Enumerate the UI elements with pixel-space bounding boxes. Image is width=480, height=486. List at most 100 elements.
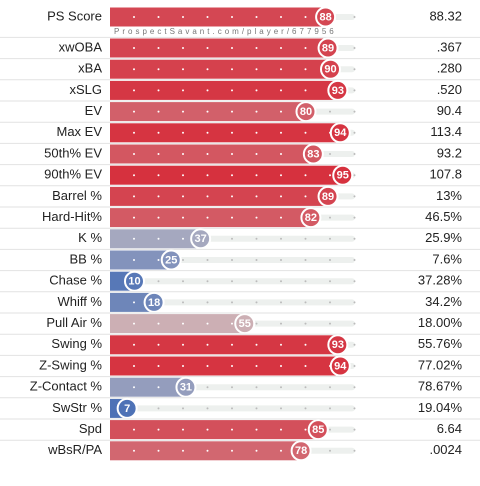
dot (182, 301, 184, 304)
dot (206, 407, 209, 410)
percentile-label: 93 (332, 339, 344, 351)
row-label: BB % (69, 251, 102, 266)
dot (231, 322, 233, 325)
dot (133, 89, 135, 92)
dot (255, 110, 258, 113)
bar (110, 59, 331, 79)
dot (206, 428, 209, 431)
percentile-badge (317, 185, 339, 207)
dot (329, 259, 331, 261)
dot (231, 110, 233, 113)
dot (304, 131, 307, 134)
row-label: Hard-Hit% (42, 209, 102, 224)
dot (353, 301, 356, 304)
dot (182, 89, 184, 92)
percentile-label: 10 (128, 276, 140, 288)
percentile-label: 80 (300, 106, 312, 118)
dot (182, 110, 184, 113)
bar (110, 292, 155, 312)
dot (329, 280, 331, 283)
stat-value: 46.5% (425, 209, 462, 224)
percentile-badge (317, 37, 339, 59)
stat-value: 25.9% (425, 230, 462, 245)
stat-value: 13% (436, 188, 462, 203)
dot (353, 216, 356, 219)
bar (110, 7, 326, 27)
dot (133, 365, 135, 367)
dot (231, 131, 233, 134)
dot (255, 237, 258, 240)
dot (231, 428, 233, 431)
dot (157, 195, 160, 198)
dot (231, 174, 233, 177)
percentile-label: 88 (319, 11, 331, 23)
dot (280, 343, 282, 346)
dot (255, 259, 258, 261)
dot (353, 386, 356, 389)
dot (353, 280, 356, 283)
stat-value: 6.64 (437, 421, 462, 436)
dot (329, 237, 331, 240)
dot (280, 68, 282, 71)
dot (353, 131, 356, 134)
percentile-badge (160, 249, 182, 271)
row-label: PS Score (47, 8, 102, 23)
dot (329, 428, 331, 431)
dot (133, 237, 135, 240)
dot (255, 68, 258, 71)
dot (255, 47, 258, 49)
stat-value: 37.28% (418, 273, 463, 288)
dot (231, 301, 233, 304)
dot (280, 16, 282, 18)
dot (182, 449, 184, 452)
dot (280, 449, 282, 452)
dot (255, 428, 258, 431)
dot (231, 89, 233, 92)
dot (182, 259, 184, 261)
stat-value: 55.76% (418, 336, 463, 351)
dot (255, 216, 258, 219)
dot (231, 47, 233, 49)
dot (231, 195, 233, 198)
percentile-badge (300, 207, 322, 229)
dot (206, 110, 209, 113)
dot (157, 343, 160, 346)
dot (231, 68, 233, 71)
percentile-badge (124, 270, 145, 292)
percentile-badge (315, 6, 337, 28)
bar (110, 165, 343, 185)
percentile-badge (116, 397, 138, 419)
stat-value: 78.67% (418, 379, 463, 394)
dot (353, 153, 356, 155)
percentile-badge (307, 419, 329, 441)
row-label: Swing % (51, 336, 102, 351)
dot (206, 343, 209, 346)
dot (280, 216, 282, 219)
dot (231, 407, 233, 410)
dot (206, 449, 209, 452)
stat-value: .367 (437, 39, 462, 54)
dot (133, 343, 135, 346)
dot (182, 322, 184, 325)
dot (280, 174, 282, 177)
bar (110, 377, 186, 397)
dot (353, 68, 356, 71)
dot (255, 89, 258, 92)
percentile-badge (320, 58, 341, 80)
dot (304, 47, 307, 49)
dot (231, 343, 233, 346)
dot (157, 16, 160, 18)
percentile-label: 18 (148, 297, 160, 309)
dot (304, 386, 307, 389)
dot (133, 195, 135, 198)
bar (110, 441, 302, 461)
dot (157, 110, 160, 113)
row-label: EV (85, 103, 103, 118)
dot (182, 68, 184, 71)
stat-value: 34.2% (425, 294, 462, 309)
dot (353, 343, 356, 346)
dot (157, 47, 160, 49)
percentile-label: 83 (307, 148, 319, 160)
percentile-label: 93 (332, 85, 344, 97)
percentile-badge (190, 228, 212, 250)
